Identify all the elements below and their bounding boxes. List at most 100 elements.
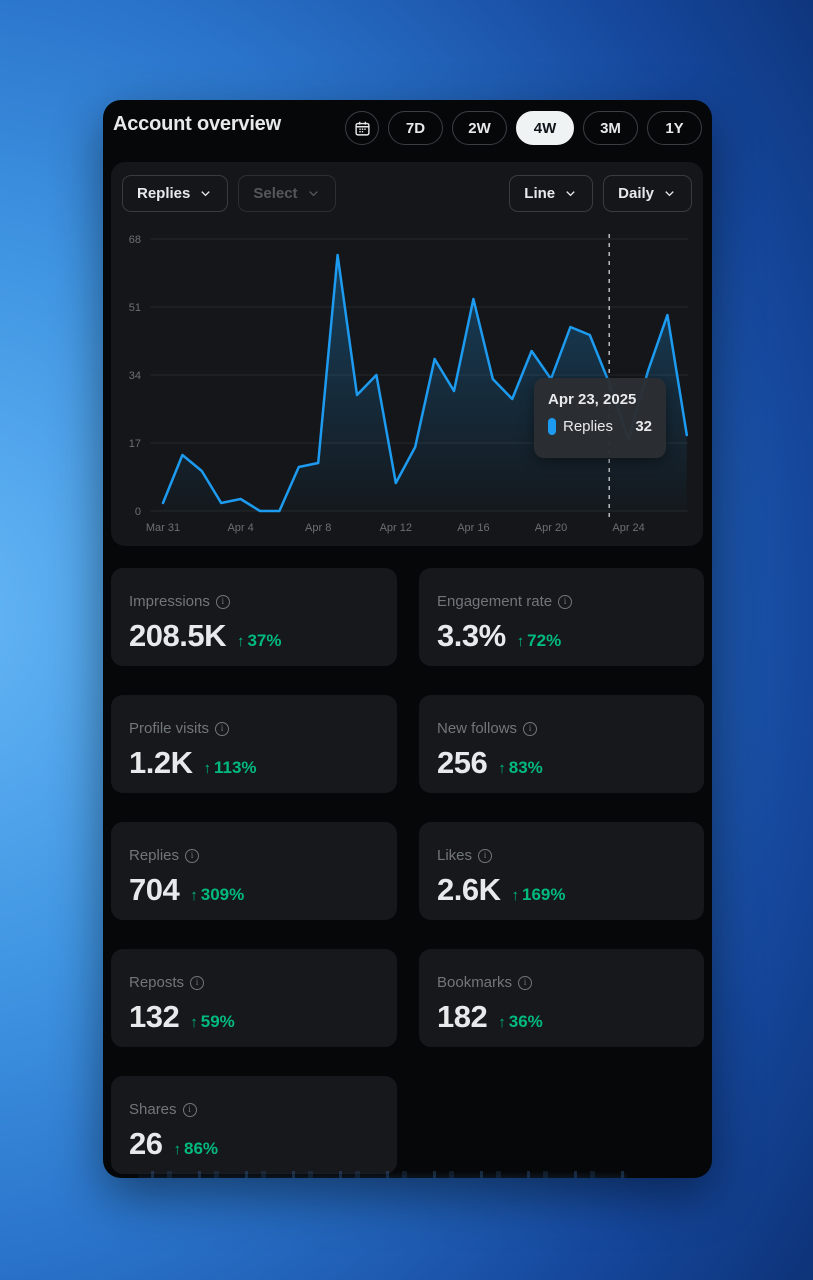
info-icon[interactable]: [185, 848, 200, 863]
info-icon[interactable]: [478, 848, 493, 863]
metric-label: Likes: [437, 847, 473, 864]
svg-text:51: 51: [129, 302, 141, 314]
range-pill-1y[interactable]: 1Y: [647, 111, 702, 145]
metric-label: Shares: [129, 1101, 177, 1118]
metric-value: 1.2K: [129, 745, 193, 780]
calendar-button[interactable]: [345, 111, 379, 145]
metric-value: 26: [129, 1126, 163, 1161]
up-arrow-icon: ↑: [190, 887, 198, 904]
metric-card-profile-visits[interactable]: Profile visits 1.2K ↑113%: [111, 695, 397, 793]
cut-off-content-strip: [138, 1171, 627, 1178]
up-arrow-icon: ↑: [236, 633, 245, 650]
chevron-down-icon: [201, 191, 211, 197]
up-arrow-icon: ↑: [203, 760, 211, 777]
metric-card-bookmarks[interactable]: Bookmarks 182 ↑36%: [419, 949, 704, 1047]
metric-change-pct: 83%: [508, 758, 543, 777]
granularity-dropdown-label: Daily: [618, 185, 654, 202]
metric-change: ↑ 72%: [517, 631, 562, 651]
metric-label: New follows: [437, 720, 518, 737]
up-arrow-icon: ↑: [173, 1141, 181, 1158]
tooltip-series-name: Replies: [563, 418, 614, 435]
svg-text:Apr 20: Apr 20: [535, 522, 567, 534]
range-pill-3m[interactable]: 3M: [583, 111, 638, 145]
chart-filter-row: Replies Select Line Daily: [122, 175, 692, 212]
metric-card-shares[interactable]: Shares 26 ↑86%: [111, 1076, 397, 1174]
svg-text:Apr 16: Apr 16: [457, 522, 489, 534]
metric-change: ↑ 83%: [498, 758, 543, 778]
range-pill-4w-active[interactable]: 4W: [516, 111, 574, 145]
range-pill-7d[interactable]: 7D: [388, 111, 443, 145]
info-icon[interactable]: [518, 975, 533, 990]
metric-dropdown[interactable]: Replies: [122, 175, 229, 212]
compare-dropdown-label: Select: [253, 185, 298, 202]
metric-change-pct: 36%: [508, 1012, 543, 1031]
granularity-dropdown[interactable]: Daily: [603, 175, 692, 212]
metric-value: 132: [129, 999, 180, 1034]
metric-value: 182: [437, 999, 488, 1034]
metric-change-pct: 37%: [247, 631, 282, 650]
svg-text:Mar 31: Mar 31: [146, 522, 180, 534]
metric-value: 704: [129, 872, 180, 907]
chart-type-dropdown[interactable]: Line: [509, 175, 594, 212]
chevron-down-icon: [665, 191, 674, 197]
metric-change-pct: 309%: [200, 885, 245, 904]
metric-change: ↑ 309%: [190, 885, 244, 905]
info-icon[interactable]: [190, 975, 205, 990]
info-icon[interactable]: [523, 721, 538, 736]
metric-change-pct: 169%: [521, 885, 566, 904]
metric-card-replies[interactable]: Replies 704 ↑309%: [111, 822, 397, 920]
svg-text:Apr 8: Apr 8: [305, 522, 331, 534]
info-icon[interactable]: [215, 721, 230, 736]
page-title: Account overview: [113, 113, 281, 135]
info-icon[interactable]: [558, 594, 573, 609]
metric-card-engagement-rate[interactable]: Engagement rate 3.3% ↑72%: [419, 568, 704, 666]
up-arrow-icon: ↑: [190, 1014, 198, 1031]
metric-label: Impressions: [129, 593, 210, 610]
metric-change: ↑ 169%: [511, 885, 565, 905]
series-marker-icon: [548, 418, 556, 435]
chevron-down-icon: [566, 191, 575, 197]
metric-label: Reposts: [129, 974, 185, 991]
metric-change: ↑ 86%: [173, 1139, 218, 1159]
metric-change-pct: 86%: [183, 1139, 219, 1158]
metric-change: ↑ 36%: [498, 1012, 543, 1032]
info-icon[interactable]: [215, 594, 230, 609]
info-icon[interactable]: [182, 1102, 197, 1117]
svg-text:34: 34: [129, 370, 141, 382]
up-arrow-icon: ↑: [498, 1014, 506, 1031]
account-overview-card: Account overview 7D 2W 4W 3M 1Y Replies: [103, 100, 712, 1178]
metric-card-new-follows[interactable]: New follows 256 ↑83%: [419, 695, 704, 793]
metric-change-pct: 113%: [213, 758, 257, 777]
metric-label: Engagement rate: [437, 593, 553, 610]
date-range-selector: 7D 2W 4W 3M 1Y: [345, 111, 702, 145]
metric-label: Profile visits: [129, 720, 210, 737]
svg-text:17: 17: [129, 438, 141, 450]
compare-dropdown[interactable]: Select: [238, 175, 336, 212]
metric-value: 208.5K: [129, 618, 226, 653]
metric-change: ↑ 37%: [237, 631, 282, 651]
metric-card-reposts[interactable]: Reposts 132 ↑59%: [111, 949, 397, 1047]
chevron-down-icon: [308, 191, 318, 197]
metric-label: Replies: [129, 847, 180, 864]
range-pill-2w[interactable]: 2W: [452, 111, 507, 145]
metric-change: ↑ 59%: [190, 1012, 235, 1032]
tooltip-value: 32: [635, 418, 652, 435]
metric-label: Bookmarks: [437, 974, 513, 991]
metric-change-pct: 72%: [527, 631, 562, 650]
metric-dropdown-label: Replies: [137, 185, 191, 202]
chart-axis-labels: 0 17 34 51 68 Mar 31 Apr 4 Apr 8 Apr 12 Apr 16 Apr…: [129, 234, 645, 534]
tooltip-date: Apr 23, 2025: [548, 391, 637, 408]
metric-card-impressions[interactable]: Impressions 208.5K ↑37%: [111, 568, 397, 666]
svg-text:Apr 4: Apr 4: [227, 522, 253, 534]
metric-card-likes[interactable]: Likes 2.6K ↑169%: [419, 822, 704, 920]
svg-text:0: 0: [135, 506, 141, 518]
metric-value: 3.3%: [437, 618, 506, 653]
metric-value: 256: [437, 745, 488, 780]
metric-change: ↑ 113%: [203, 758, 256, 778]
metric-value: 2.6K: [437, 872, 501, 907]
svg-text:68: 68: [129, 234, 141, 246]
metrics-grid: Impressions 208.5K↑37% Engagement rate 3…: [111, 568, 704, 1174]
svg-text:Apr 12: Apr 12: [380, 522, 412, 534]
svg-text:Apr 24: Apr 24: [612, 522, 644, 534]
chart-tooltip: Apr 23, 2025 Replies 32: [534, 378, 666, 458]
